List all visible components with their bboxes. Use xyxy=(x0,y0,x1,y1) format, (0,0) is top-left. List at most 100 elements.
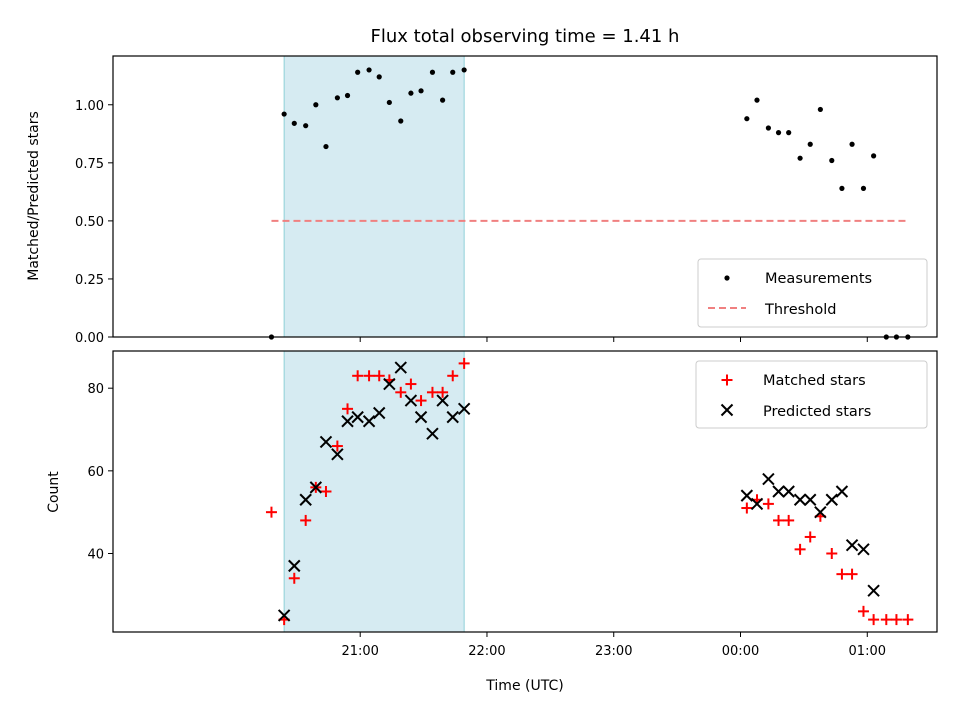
bottom-predicted-point-10 xyxy=(383,377,396,391)
x-marker-b xyxy=(446,410,459,424)
x-marker-b xyxy=(782,485,795,498)
bottom-matched-point-2 xyxy=(288,572,300,584)
bottom-predicted-point-0 xyxy=(277,609,291,622)
top-point-0-15 xyxy=(429,69,436,75)
x-marker-b xyxy=(814,505,827,519)
x-marker-b xyxy=(426,427,439,440)
bottom-matched-point-9 xyxy=(363,370,375,382)
x-marker-b xyxy=(299,493,312,506)
bottom-predicted-point-24 xyxy=(804,493,817,506)
top-point-0-11 xyxy=(386,99,392,106)
bottom-predicted-point-17 xyxy=(457,402,471,416)
bottom-y-tick-label: 40 xyxy=(87,547,104,562)
top-point-0-6 xyxy=(334,95,340,101)
chart-title: Flux total observing time = 1.41 h xyxy=(371,26,680,47)
bottom-matched-point-18 xyxy=(458,357,470,369)
bottom-matched-point-19 xyxy=(741,502,753,514)
top-point-0-20 xyxy=(754,97,760,103)
top-y-tick-label: 1.00 xyxy=(75,99,104,114)
top-point-0-12 xyxy=(398,118,404,124)
bottom-matched-point-12 xyxy=(395,386,407,398)
legend-threshold-label: Threshold xyxy=(764,302,836,318)
top-panel: 0.00 0.25 0.50 0.75 1.00 Measurements Threshol… xyxy=(75,55,938,346)
bottom-predicted-point-27 xyxy=(835,485,849,498)
bottom-matched-point-22 xyxy=(773,514,785,526)
bottom-predicted-point-19 xyxy=(750,497,764,511)
bottom-x-tick-label: 00:00 xyxy=(722,644,759,659)
bottom-y-tick-label: 80 xyxy=(87,382,104,397)
x-marker-b xyxy=(793,493,807,506)
top-point-0-16 xyxy=(440,97,446,103)
bottom-matched-point-31 xyxy=(868,614,880,626)
top-y-axis-label: Matched/Predicted stars xyxy=(26,111,42,281)
bottom-x-tick-label: 21:00 xyxy=(341,644,378,659)
bottom-matched-point-13 xyxy=(405,378,417,390)
bottom-matched-point-5 xyxy=(320,486,332,497)
top-point-0-3 xyxy=(303,123,309,129)
top-point-0-29 xyxy=(849,141,855,147)
x-marker-b xyxy=(394,361,407,374)
bottom-matched-point-3 xyxy=(300,514,312,526)
bottom-matched-point-0 xyxy=(265,506,277,518)
bottom-x-tick-label: 01:00 xyxy=(849,644,886,659)
x-marker-b xyxy=(404,394,418,407)
x-axis-label: Time (UTC) xyxy=(485,678,563,694)
bottom-matched-point-30 xyxy=(857,605,869,617)
bottom-matched-point-15 xyxy=(426,386,438,398)
top-point-0-27 xyxy=(829,157,835,164)
x-marker-b xyxy=(341,415,354,428)
top-point-0-5 xyxy=(323,143,329,150)
bottom-predicted-point-12 xyxy=(404,394,418,407)
bottom-matched-point-16 xyxy=(437,386,449,398)
bottom-predicted-point-7 xyxy=(351,410,364,424)
bottom-matched-point-8 xyxy=(352,370,364,382)
top-point-0-21 xyxy=(765,125,771,131)
x-marker-b xyxy=(825,493,838,506)
top-point-0-9 xyxy=(366,67,372,73)
bottom-matched-point-10 xyxy=(373,370,385,382)
x-marker-b xyxy=(762,472,775,486)
top-y-tick-label: 0.25 xyxy=(75,273,104,288)
bottom-matched-point-24 xyxy=(794,543,806,555)
top-y-tick-label: 0.50 xyxy=(75,215,104,230)
bottom-matched-point-23 xyxy=(783,514,795,526)
x-marker-b xyxy=(319,435,333,449)
bottom-matched-point-21 xyxy=(762,498,774,510)
top-point-0-30 xyxy=(860,185,867,191)
bottom-predicted-point-16 xyxy=(446,410,459,424)
top-point-0-8 xyxy=(355,69,361,75)
top-legend-box xyxy=(697,258,928,328)
bottom-predicted-point-28 xyxy=(845,539,859,552)
top-point-0-24 xyxy=(797,155,803,161)
legend-measurements-label: Measurements xyxy=(765,271,872,287)
bottom-predicted-point-29 xyxy=(857,543,870,556)
x-marker-b xyxy=(867,584,880,597)
bottom-matched-point-28 xyxy=(836,568,848,580)
bottom-matched-point-29 xyxy=(846,568,858,580)
top-point-0-22 xyxy=(775,130,782,136)
bottom-predicted-point-3 xyxy=(309,481,323,494)
x-marker-b xyxy=(835,485,849,498)
bottom-x-tick-label: 23:00 xyxy=(595,644,632,659)
bottom-predicted-point-22 xyxy=(782,485,795,498)
bottom-predicted-point-21 xyxy=(772,485,785,498)
bottom-predicted-point-13 xyxy=(414,410,428,424)
top-y-tick-label: 0.00 xyxy=(75,331,104,346)
x-marker-b xyxy=(845,539,859,552)
bottom-predicted-point-5 xyxy=(331,448,344,461)
bottom-predicted-point-18 xyxy=(740,489,754,502)
top-point-0-2 xyxy=(291,120,297,126)
bottom-predicted-point-2 xyxy=(299,493,312,506)
bottom-predicted-point-25 xyxy=(814,505,827,519)
bottom-matched-point-6 xyxy=(331,440,343,452)
bottom-matched-point-34 xyxy=(902,614,914,626)
x-marker-b xyxy=(309,481,323,494)
x-marker-b xyxy=(414,410,428,424)
bottom-predicted-point-20 xyxy=(762,472,775,486)
bottom-x-tick-label: 22:00 xyxy=(468,644,505,659)
top-point-0-4 xyxy=(313,102,319,108)
legend-predicted-label: Predicted stars xyxy=(763,404,871,420)
bottom-y-tick-label: 60 xyxy=(87,465,104,480)
bottom-panel: 40 60 80 21:00 22:00 23:00 00:00 01:00 Matched s… xyxy=(87,350,938,659)
